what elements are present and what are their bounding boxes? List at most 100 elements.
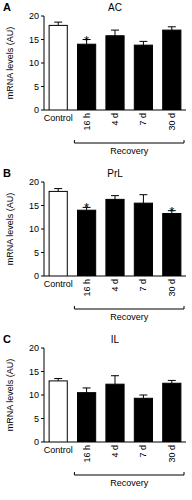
error-cap — [168, 26, 176, 27]
y-tick-label: 0 — [34, 105, 39, 115]
bar — [49, 381, 67, 442]
bar — [134, 203, 152, 276]
y-tick-label: 0 — [34, 271, 39, 281]
marks — [49, 189, 181, 276]
bar — [163, 383, 181, 442]
y-tick — [41, 182, 44, 183]
error-bar — [111, 196, 119, 200]
error-bar — [139, 41, 147, 45]
error-bar — [54, 22, 62, 25]
y-tick — [41, 371, 44, 372]
y-tick — [41, 39, 44, 40]
error-bar — [139, 195, 147, 203]
x-tick-label: 30 d — [167, 113, 177, 131]
group-bracket — [74, 306, 184, 309]
y-axis-label: mRNA levels (AU) — [5, 27, 15, 100]
error-stem — [115, 376, 116, 384]
significance-marker: * — [169, 204, 174, 219]
x-tick-label: 4 d — [110, 279, 120, 292]
error-bar — [111, 376, 119, 384]
x-tick-label: Control — [44, 445, 73, 455]
x-tick-label: 16 h — [82, 279, 92, 297]
panel: BPrLmRNA levels (AU)05101520Control16 h4… — [3, 167, 186, 322]
bar — [49, 25, 67, 110]
significance-marker: * — [84, 33, 89, 48]
group-bracket — [74, 140, 184, 143]
x-tick-label: 7 d — [138, 279, 148, 292]
y-tick-label: 10 — [29, 224, 39, 234]
title: PrL — [107, 168, 123, 179]
y-tick-label: 15 — [29, 367, 39, 377]
error-cap — [111, 375, 119, 376]
y-tick — [41, 276, 44, 277]
error-stem — [86, 388, 87, 393]
error-cap — [111, 195, 119, 196]
y-tick — [41, 395, 44, 396]
x-tick-label: 30 d — [167, 445, 177, 463]
y-tick-label: 15 — [29, 35, 39, 45]
title: AC — [108, 2, 122, 13]
group-label: Recovery — [110, 312, 149, 322]
error-cap — [54, 22, 62, 23]
error-cap — [139, 41, 147, 42]
error-stem — [115, 30, 116, 36]
title: IL — [111, 334, 120, 345]
error-bar — [139, 395, 147, 398]
figure: A AC mRNA levels (AU) 0 5 10 15 20 Control 16 h 4 … — [0, 0, 192, 500]
error-bar — [83, 388, 91, 393]
bar — [49, 191, 67, 276]
y-tick-label: 5 — [34, 414, 39, 424]
y-tick-label: 0 — [34, 437, 39, 447]
y-tick — [41, 205, 44, 206]
x-tick-label: Control — [44, 279, 73, 289]
x-tick-label: 7 d — [138, 113, 148, 126]
y-tick — [41, 110, 44, 111]
y-tick — [41, 63, 44, 64]
y-tick — [41, 418, 44, 419]
error-cap — [168, 380, 176, 381]
bar — [106, 384, 124, 442]
y-tick-label: 10 — [29, 58, 39, 68]
x-tick-label: 16 h — [82, 445, 92, 463]
y-tick — [41, 252, 44, 253]
error-stem — [115, 196, 116, 200]
y-tick — [41, 442, 44, 443]
bar — [134, 45, 152, 110]
marks — [49, 22, 181, 110]
error-bar — [54, 379, 62, 381]
y-tick — [41, 86, 44, 87]
x-tick-label: 7 d — [138, 445, 148, 458]
bar — [78, 393, 96, 442]
error-bar — [111, 30, 119, 36]
y-tick-label: 20 — [29, 177, 39, 187]
error-bar — [168, 380, 176, 383]
error-cap — [139, 194, 147, 195]
y-tick-label: 10 — [29, 390, 39, 400]
error-cap — [111, 30, 119, 31]
bar — [78, 210, 96, 276]
y-tick-label: 15 — [29, 201, 39, 211]
y-tick-label: 5 — [34, 82, 39, 92]
group-label: Recovery — [110, 478, 149, 488]
y-tick — [41, 229, 44, 230]
error-stem — [143, 41, 144, 45]
panel-letter: A — [3, 1, 11, 13]
error-cap — [54, 188, 62, 189]
y-tick — [41, 348, 44, 349]
panel: AACmRNA levels (AU)05101520Control16 h4 … — [3, 1, 186, 156]
group-bracket — [74, 472, 184, 475]
error-bar — [168, 27, 176, 30]
panel-letter: C — [3, 333, 11, 345]
error-cap — [83, 387, 91, 388]
error-cap — [139, 395, 147, 396]
y-tick — [41, 16, 44, 17]
error-cap — [54, 378, 62, 379]
bar — [134, 398, 152, 442]
y-tick-label: 5 — [34, 248, 39, 258]
y-axis-label: mRNA levels (AU) — [5, 359, 15, 432]
bar — [78, 44, 96, 110]
x-tick-label: 4 d — [110, 113, 120, 126]
y-tick-label: 20 — [29, 11, 39, 21]
x-tick-label: 4 d — [110, 445, 120, 458]
y-tick-label: 20 — [29, 343, 39, 353]
